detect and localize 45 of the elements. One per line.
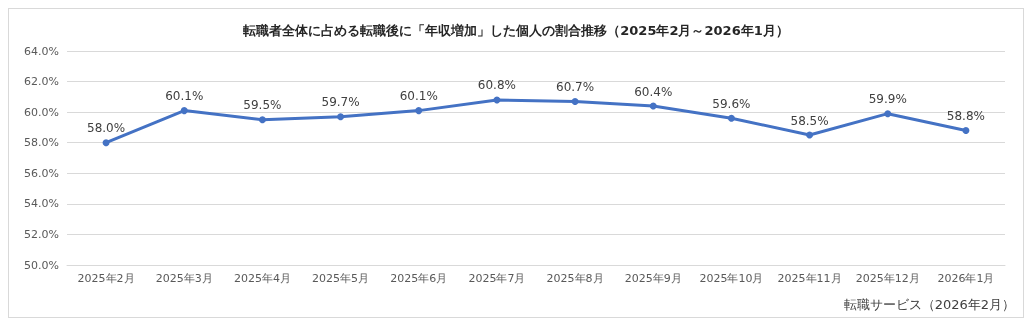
x-tick-label: 2025年12月: [855, 272, 920, 285]
point: [649, 102, 657, 110]
data-label: 59.6%: [712, 96, 751, 111]
point: [415, 107, 423, 115]
x-tick-label: 2025年3月: [155, 272, 213, 285]
data-label: 58.0%: [87, 121, 126, 136]
data-label: 59.7%: [321, 95, 360, 110]
y-tick-label: 54.0%: [24, 197, 59, 211]
y-tick-label: 56.0%: [24, 166, 59, 180]
text: 転職サービス（2026年2月）: [843, 297, 1015, 312]
data-label: 59.5%: [243, 98, 282, 113]
data-label: 60.4%: [634, 84, 673, 99]
x-tick-label: 2025年6月: [390, 272, 448, 285]
x-tick-label: 2025年10月: [699, 272, 764, 285]
x-tick-label: 2025年4月: [233, 272, 291, 285]
y-tick-label: 50.0%: [24, 258, 59, 272]
data-label: 59.9%: [868, 92, 907, 107]
x-tick-label: 2026年1月: [937, 272, 995, 285]
point: [727, 114, 735, 122]
point: [102, 139, 110, 147]
point: [180, 107, 188, 115]
data-label: 60.8%: [477, 78, 516, 93]
x-tick-label: 2025年5月: [312, 272, 370, 285]
x-tick-label: 2025年7月: [468, 272, 526, 285]
point: [258, 116, 266, 124]
y-tick-label: 52.0%: [24, 227, 59, 241]
y-tick-label: 58.0%: [24, 136, 59, 150]
point: [962, 126, 970, 134]
data-label: 58.5%: [790, 113, 829, 128]
x-tick-label: 2025年2月: [77, 272, 135, 285]
point: [571, 97, 579, 105]
y-tick-label: 60.0%: [24, 105, 59, 119]
data-label: 60.1%: [399, 89, 438, 104]
data-label: 60.1%: [165, 89, 204, 104]
y-tick-label: 64.0%: [24, 44, 59, 58]
data-label: 58.8%: [946, 108, 985, 123]
x-tick-label: 2025年11月: [777, 272, 842, 285]
x-tick-label: 2025年9月: [624, 272, 682, 285]
x-tick-label: 2025年8月: [546, 272, 604, 285]
data-label: 60.7%: [556, 79, 595, 94]
chart-title: 転職者全体に占める転職後に「年収増加」した個人の割合推移（2025年2月～2026年1月）: [242, 23, 789, 38]
point: [337, 113, 345, 121]
point: [806, 131, 814, 139]
y-tick-label: 62.0%: [24, 75, 59, 89]
point: [884, 110, 892, 118]
